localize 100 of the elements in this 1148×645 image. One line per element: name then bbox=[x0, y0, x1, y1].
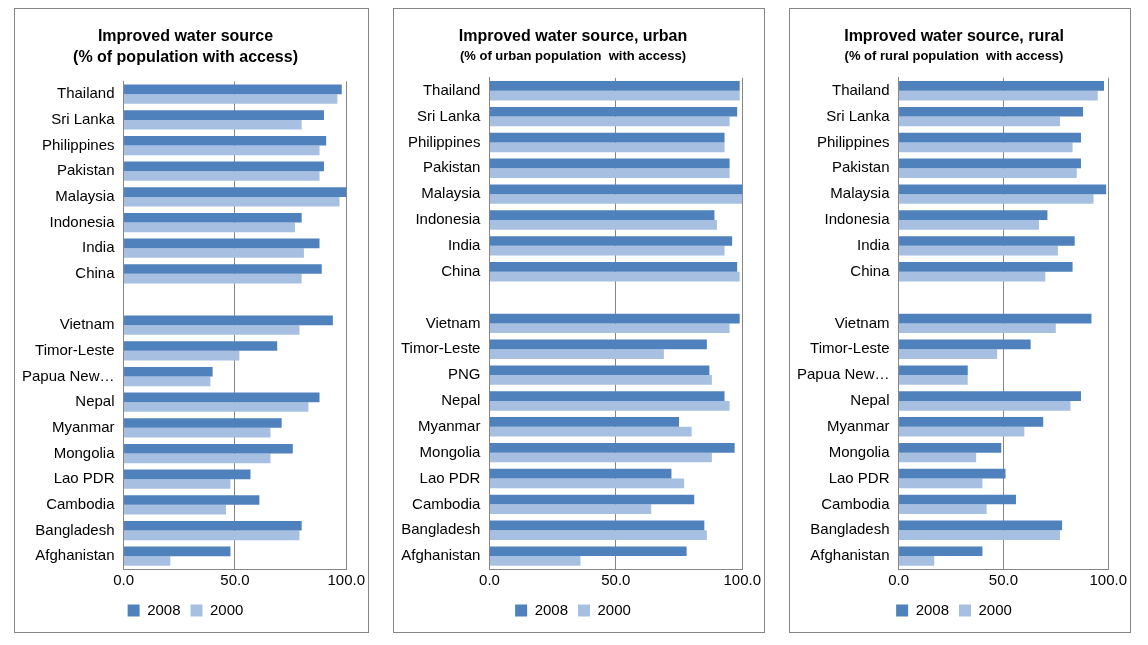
bar bbox=[124, 520, 302, 531]
y-tick-label: Indonesia bbox=[824, 210, 891, 228]
chart-title: Improved water source, rural bbox=[844, 27, 1064, 45]
bar bbox=[124, 556, 171, 566]
y-tick-label: Papua New… bbox=[796, 365, 890, 383]
bar bbox=[899, 210, 1048, 220]
bar bbox=[489, 400, 730, 411]
y-tick-label: Sri Lanka bbox=[417, 106, 482, 124]
bar bbox=[899, 323, 1056, 334]
y-tick-label: China bbox=[850, 261, 891, 279]
bar bbox=[124, 273, 302, 284]
y-tick-label: Afghanistan bbox=[35, 546, 115, 564]
y-tick-label: Mongolia bbox=[828, 442, 891, 460]
bar bbox=[899, 530, 1061, 540]
bar bbox=[489, 452, 712, 463]
bar bbox=[124, 161, 324, 172]
chart-subtitle: (% of rural population with access) bbox=[844, 47, 1064, 63]
bar bbox=[489, 219, 717, 230]
bar bbox=[899, 520, 1063, 531]
bar bbox=[899, 452, 977, 463]
bar bbox=[489, 90, 740, 101]
bar bbox=[489, 442, 735, 453]
bar bbox=[899, 245, 1058, 256]
y-tick-label: Pakistan bbox=[422, 158, 481, 176]
bar bbox=[489, 546, 687, 557]
y-tick-label: India bbox=[447, 235, 482, 253]
bar bbox=[489, 132, 725, 143]
legend-label: 2008 bbox=[147, 600, 181, 618]
y-tick-label: Myanmar bbox=[52, 417, 115, 435]
bar bbox=[489, 313, 740, 324]
y-tick-label: Timor-Leste bbox=[35, 341, 115, 358]
bar bbox=[489, 168, 730, 178]
bar bbox=[124, 135, 327, 146]
y-tick-label: Cambodia bbox=[412, 494, 482, 512]
y-tick-label: Nepal bbox=[850, 391, 890, 409]
bar bbox=[899, 442, 1002, 453]
bar bbox=[489, 468, 672, 479]
y-tick-label: China bbox=[75, 264, 116, 282]
bar bbox=[124, 110, 324, 120]
y-tick-label: Pakistan bbox=[832, 158, 890, 176]
bar bbox=[489, 417, 680, 427]
bar bbox=[489, 478, 685, 489]
bar bbox=[124, 171, 320, 181]
bar bbox=[124, 469, 251, 480]
y-tick-label: Timor-Leste bbox=[810, 339, 890, 357]
bar bbox=[124, 376, 211, 387]
y-tick-label: Pakistan bbox=[57, 161, 115, 179]
y-tick-label: Lao PDR bbox=[419, 468, 481, 486]
bar bbox=[489, 245, 725, 256]
bar bbox=[899, 339, 1031, 350]
bar bbox=[124, 392, 320, 403]
y-tick-label: Papua New… bbox=[21, 366, 115, 384]
y-tick-label: Bangladesh bbox=[810, 520, 890, 538]
bar bbox=[489, 391, 725, 401]
x-tick-label: 50.0 bbox=[988, 571, 1018, 589]
bar bbox=[899, 391, 1081, 401]
bar bbox=[899, 313, 1092, 324]
bar bbox=[124, 222, 296, 233]
bar bbox=[124, 145, 320, 156]
bar bbox=[489, 365, 710, 376]
bar bbox=[489, 504, 652, 515]
x-tick-label: 100.0 bbox=[723, 571, 762, 589]
y-tick-label: Philippines bbox=[407, 132, 481, 150]
y-tick-label: Afghanistan bbox=[401, 546, 481, 564]
legend-label: 2000 bbox=[597, 600, 631, 618]
bar bbox=[124, 264, 322, 274]
bar bbox=[489, 262, 738, 272]
bar bbox=[899, 158, 1081, 169]
bar bbox=[489, 556, 581, 566]
bar bbox=[899, 271, 1046, 282]
y-tick-label: Philippines bbox=[817, 132, 890, 150]
bar bbox=[899, 365, 968, 376]
bar bbox=[124, 84, 342, 95]
y-tick-label: Afghanistan bbox=[810, 546, 890, 564]
y-tick-label: Malaysia bbox=[830, 184, 891, 202]
x-tick-label: 100.0 bbox=[327, 571, 366, 589]
bar bbox=[899, 556, 935, 566]
bar bbox=[899, 194, 1094, 204]
chart-subtitle: (% of urban population with access) bbox=[459, 47, 687, 63]
bar bbox=[899, 504, 987, 515]
bar bbox=[124, 495, 260, 505]
bar bbox=[899, 546, 983, 557]
chart-title: Improved water source, urban bbox=[458, 27, 688, 45]
y-tick-label: Cambodia bbox=[821, 494, 891, 512]
y-tick-label: Mongolia bbox=[419, 442, 482, 460]
bar bbox=[489, 349, 664, 359]
x-tick-label: 0.0 bbox=[888, 571, 909, 589]
y-tick-label: Thailand bbox=[57, 84, 115, 102]
y-tick-label: Myanmar bbox=[827, 416, 890, 434]
y-tick-label: Sri Lanka bbox=[826, 106, 891, 124]
legend-label: 2008 bbox=[534, 600, 569, 618]
bar bbox=[489, 106, 738, 117]
y-tick-label: Thailand bbox=[832, 80, 890, 98]
bar bbox=[489, 116, 730, 127]
bar bbox=[124, 94, 338, 104]
y-tick-label: India bbox=[82, 238, 116, 256]
y-tick-label: Vietnam bbox=[59, 315, 115, 333]
bar bbox=[124, 341, 278, 351]
bar bbox=[124, 315, 333, 326]
bar bbox=[124, 325, 300, 335]
